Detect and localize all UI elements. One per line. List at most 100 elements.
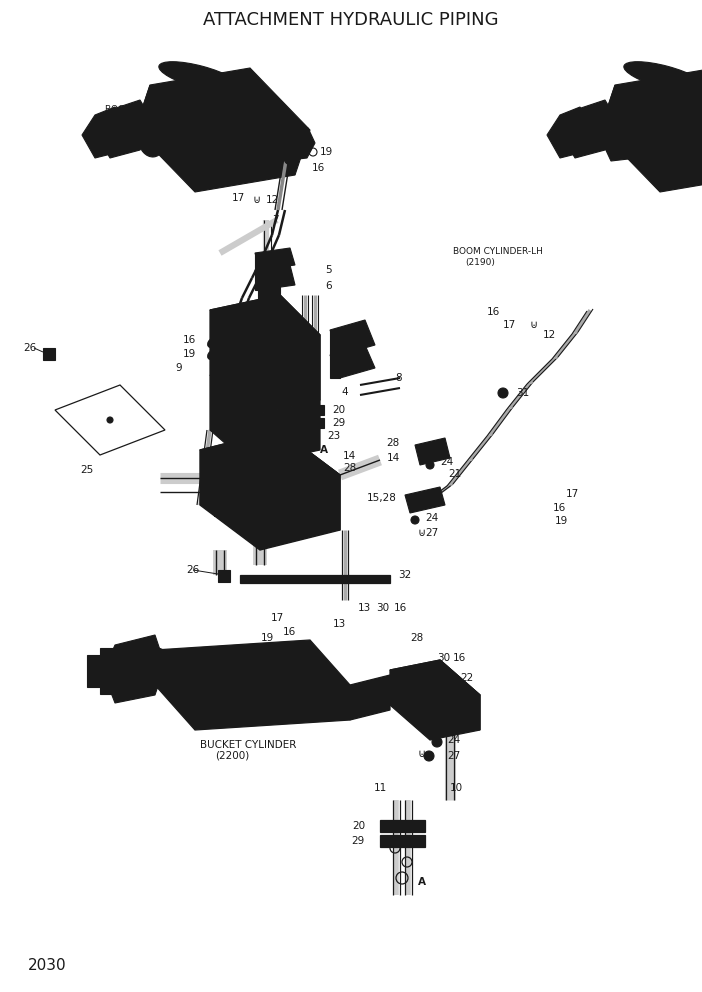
Text: 19: 19 (320, 147, 333, 157)
Ellipse shape (603, 119, 631, 157)
Polygon shape (280, 430, 340, 530)
Ellipse shape (576, 115, 598, 145)
Polygon shape (350, 675, 390, 720)
Text: 26: 26 (24, 343, 37, 353)
Text: 32: 32 (398, 570, 411, 580)
Text: 13: 13 (333, 619, 346, 629)
Text: (2190): (2190) (117, 115, 147, 125)
Text: BOOM CYLINDER-LH: BOOM CYLINDER-LH (453, 247, 543, 257)
Text: 12: 12 (266, 195, 279, 205)
Polygon shape (82, 107, 128, 158)
Text: 22: 22 (460, 673, 473, 683)
Bar (296, 418, 324, 428)
Text: 30: 30 (437, 653, 450, 663)
Text: 16: 16 (394, 603, 407, 613)
Circle shape (424, 751, 434, 761)
Ellipse shape (117, 123, 127, 137)
Text: 5: 5 (325, 265, 331, 275)
Ellipse shape (208, 336, 223, 348)
Text: 12: 12 (543, 330, 556, 340)
Text: 27: 27 (447, 751, 461, 761)
Polygon shape (255, 253, 260, 290)
Ellipse shape (208, 348, 223, 360)
Polygon shape (210, 375, 320, 465)
Text: 29: 29 (332, 418, 345, 428)
Ellipse shape (624, 62, 702, 92)
Polygon shape (274, 128, 315, 161)
Ellipse shape (138, 119, 166, 157)
Text: 10: 10 (450, 783, 463, 793)
Circle shape (107, 417, 113, 423)
Text: ⊍: ⊍ (530, 320, 538, 330)
Bar (218, 570, 230, 582)
Circle shape (621, 140, 631, 150)
Text: BOOM CYLINDER-RH: BOOM CYLINDER-RH (105, 105, 196, 114)
Text: A: A (418, 877, 426, 887)
Polygon shape (330, 320, 375, 355)
Text: 24: 24 (425, 513, 438, 523)
Circle shape (411, 516, 419, 524)
Text: 30: 30 (376, 603, 389, 613)
Polygon shape (103, 635, 165, 703)
Polygon shape (210, 295, 320, 415)
Text: BUCKET CYLINDER: BUCKET CYLINDER (200, 740, 296, 750)
Text: ⊍: ⊍ (253, 195, 261, 205)
Polygon shape (405, 487, 445, 513)
Circle shape (220, 572, 228, 580)
Text: 16: 16 (183, 335, 197, 345)
Text: 17: 17 (232, 193, 245, 203)
Bar (296, 405, 324, 415)
Ellipse shape (93, 118, 113, 146)
Circle shape (288, 155, 294, 161)
Bar (380, 835, 425, 847)
Text: 14: 14 (343, 451, 356, 461)
Polygon shape (95, 100, 155, 158)
Polygon shape (330, 330, 340, 378)
Circle shape (238, 471, 252, 485)
Text: 28: 28 (387, 438, 400, 448)
Text: 2030: 2030 (28, 957, 67, 972)
Polygon shape (560, 100, 620, 158)
Text: 17: 17 (566, 489, 579, 499)
Text: 16: 16 (453, 653, 466, 663)
Circle shape (301, 406, 309, 414)
Polygon shape (415, 438, 450, 465)
Ellipse shape (122, 662, 133, 678)
Bar (380, 820, 425, 832)
Text: 16: 16 (642, 163, 655, 173)
Bar (87, 655, 100, 687)
Text: 17: 17 (503, 320, 516, 330)
Ellipse shape (609, 125, 625, 151)
Circle shape (291, 140, 301, 150)
Text: 28: 28 (410, 633, 423, 643)
Text: 29: 29 (352, 836, 365, 846)
Text: 31: 31 (516, 388, 529, 398)
Polygon shape (600, 68, 702, 192)
Text: MCV(2100): MCV(2100) (213, 508, 271, 518)
Ellipse shape (144, 125, 160, 151)
Circle shape (498, 388, 508, 398)
Ellipse shape (159, 62, 241, 92)
Ellipse shape (582, 123, 592, 137)
Text: 16: 16 (312, 163, 325, 173)
Text: ⊍: ⊍ (418, 528, 426, 538)
Polygon shape (210, 295, 320, 350)
Bar (240, 575, 390, 583)
Circle shape (426, 461, 434, 469)
Text: ATTACHMENT HYDRAULIC PIPING: ATTACHMENT HYDRAULIC PIPING (204, 11, 498, 29)
Polygon shape (330, 345, 375, 378)
Polygon shape (604, 128, 645, 161)
Text: ⊍: ⊍ (418, 749, 426, 759)
Text: 19: 19 (183, 349, 197, 359)
Text: 15,28: 15,28 (367, 493, 397, 503)
Text: 8: 8 (395, 373, 402, 383)
Polygon shape (155, 640, 350, 730)
Ellipse shape (564, 126, 573, 139)
Bar (258, 258, 280, 282)
Text: 24: 24 (447, 735, 461, 745)
Text: 4: 4 (341, 387, 347, 397)
Circle shape (432, 737, 442, 747)
Text: (2190): (2190) (465, 258, 495, 267)
Bar (258, 282, 280, 312)
Ellipse shape (116, 653, 140, 687)
